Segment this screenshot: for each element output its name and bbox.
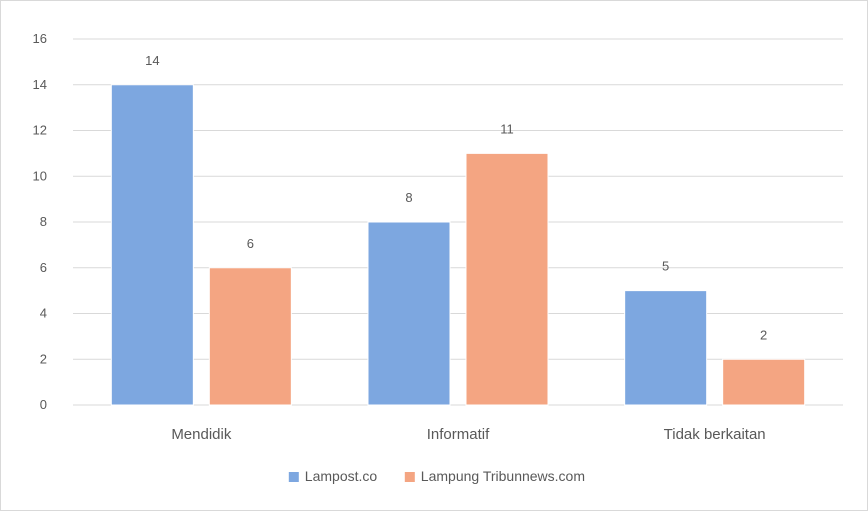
data-label-2-1: 6 [247, 236, 254, 251]
bar-1-1 [110, 84, 194, 406]
category-label-3: Tidak berkaitan [664, 426, 766, 443]
bar-1-2 [367, 221, 451, 406]
data-label-1-3: 5 [662, 259, 669, 274]
bar-2-3 [722, 358, 806, 406]
bars [110, 84, 806, 406]
y-tick-label-4: 4 [40, 306, 47, 321]
legend-label-2: Lampung Tribunnews.com [421, 468, 585, 484]
y-tick-label-10: 10 [33, 168, 47, 183]
data-label-1-1: 14 [145, 53, 159, 68]
y-tick-label-8: 8 [40, 214, 47, 229]
legend-swatch-1 [288, 472, 299, 482]
legend-swatch-2 [404, 472, 415, 482]
gridlines [73, 38, 843, 406]
y-axis-tick-labels: 0 2 4 6 8 10 12 14 16 [33, 31, 47, 412]
data-labels: 14 6 8 11 5 2 [145, 53, 767, 343]
y-tick-label-12: 12 [33, 123, 47, 138]
y-tick-label-16: 16 [33, 31, 47, 46]
x-axis-category-labels: Mendidik Informatif Tidak berkaitan [171, 426, 765, 443]
category-label-1: Mendidik [171, 426, 232, 443]
data-label-2-2: 11 [500, 121, 514, 136]
data-label-2-3: 2 [760, 327, 767, 342]
legend-label-1: Lampost.co [305, 468, 378, 484]
y-tick-label-2: 2 [40, 351, 47, 366]
bar-2-1 [208, 267, 292, 406]
category-label-2: Informatif [427, 426, 490, 443]
bar-1-3 [624, 290, 708, 406]
y-tick-label-6: 6 [40, 260, 47, 275]
bar-2-2 [465, 152, 549, 406]
data-label-1-2: 8 [405, 190, 412, 205]
y-tick-label-0: 0 [40, 397, 47, 412]
y-tick-label-14: 14 [33, 77, 47, 92]
legend: Lampost.co Lampung Tribunnews.com [288, 468, 585, 484]
